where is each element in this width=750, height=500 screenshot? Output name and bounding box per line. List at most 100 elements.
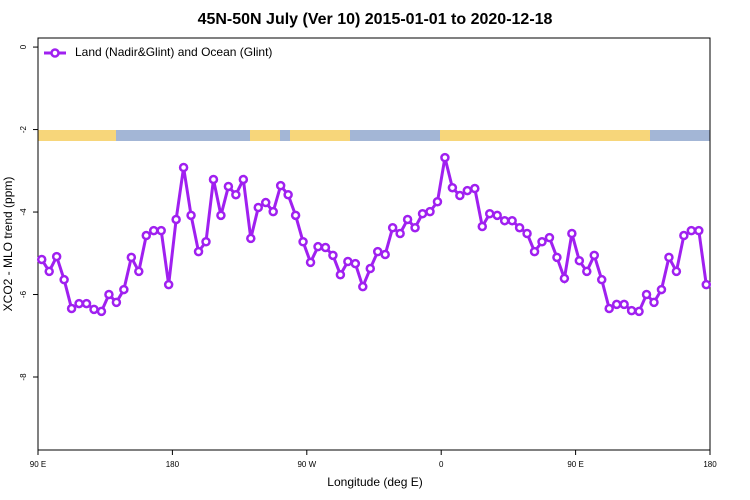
data-point bbox=[589, 250, 600, 261]
data-point bbox=[656, 284, 667, 295]
data-point bbox=[104, 289, 114, 300]
y-tick-label: -8 bbox=[19, 373, 28, 381]
data-point bbox=[298, 236, 308, 247]
data-point bbox=[544, 232, 555, 243]
data-point bbox=[305, 257, 316, 268]
data-point bbox=[193, 246, 204, 257]
data-point bbox=[440, 152, 450, 163]
data-point bbox=[596, 274, 607, 285]
data-point bbox=[694, 225, 704, 236]
data-point bbox=[246, 233, 256, 244]
data-point bbox=[507, 215, 517, 226]
data-point bbox=[253, 202, 264, 213]
data-point bbox=[96, 306, 107, 317]
data-point bbox=[567, 228, 577, 239]
data-point bbox=[201, 236, 211, 247]
data-point bbox=[141, 230, 152, 241]
x-axis-label: Longitude (deg E) bbox=[327, 475, 422, 489]
data-point bbox=[44, 266, 54, 277]
data-point bbox=[119, 284, 129, 295]
data-point bbox=[432, 196, 443, 207]
data-point bbox=[410, 222, 420, 233]
data-point bbox=[559, 273, 570, 284]
data-point bbox=[470, 183, 480, 194]
data-point bbox=[671, 266, 682, 277]
y-tick-label: -4 bbox=[19, 208, 28, 216]
data-point bbox=[462, 185, 473, 196]
data-point bbox=[81, 298, 92, 309]
data-point bbox=[641, 289, 652, 300]
data-point bbox=[499, 215, 510, 226]
y-tick-label: -6 bbox=[19, 290, 28, 298]
data-point bbox=[335, 269, 346, 280]
data-point bbox=[178, 162, 189, 173]
data-point bbox=[649, 297, 659, 308]
data-point bbox=[529, 246, 540, 257]
data-point bbox=[268, 206, 278, 217]
data-point bbox=[89, 304, 99, 315]
data-point bbox=[186, 210, 196, 221]
data-point bbox=[156, 225, 166, 236]
data-point bbox=[208, 174, 219, 185]
data-point bbox=[372, 246, 383, 257]
plot-frame bbox=[37, 37, 711, 451]
data-point bbox=[148, 225, 159, 236]
data-point bbox=[537, 236, 547, 247]
data-point bbox=[66, 303, 77, 314]
data-point bbox=[163, 279, 174, 290]
data-point bbox=[343, 256, 353, 267]
map-strip bbox=[38, 130, 710, 141]
x-tick-label: 180 bbox=[166, 460, 180, 469]
data-point bbox=[358, 281, 368, 292]
data-point bbox=[223, 181, 234, 192]
data-point bbox=[477, 221, 488, 232]
data-point bbox=[74, 298, 84, 309]
data-point bbox=[283, 189, 293, 200]
data-point bbox=[664, 252, 674, 263]
data-point bbox=[328, 250, 338, 261]
data-point bbox=[417, 208, 428, 219]
data-point bbox=[238, 174, 249, 185]
data-point bbox=[51, 251, 62, 262]
data-point bbox=[582, 266, 592, 277]
data-point bbox=[701, 279, 712, 290]
data-point bbox=[604, 303, 614, 314]
data-point bbox=[313, 241, 323, 252]
data-point bbox=[395, 228, 405, 239]
x-tick-label: 90 E bbox=[30, 460, 46, 469]
data-point bbox=[455, 190, 465, 201]
data-point bbox=[686, 225, 697, 236]
data-point bbox=[492, 210, 502, 221]
data-point bbox=[36, 254, 47, 265]
data-point bbox=[350, 258, 361, 269]
data-point bbox=[111, 297, 122, 308]
data-point bbox=[574, 255, 585, 266]
data-point bbox=[216, 210, 226, 221]
data-point bbox=[611, 299, 622, 310]
data-point bbox=[134, 266, 144, 277]
data-point bbox=[231, 189, 241, 200]
y-axis-label: XCO2 - MLO trend (ppm) bbox=[1, 177, 15, 312]
x-tick-label: 180 bbox=[703, 460, 717, 469]
data-point bbox=[365, 263, 376, 274]
data-point bbox=[484, 208, 495, 219]
data-point bbox=[402, 214, 413, 225]
data-point bbox=[126, 252, 137, 263]
x-tick-label: 0 bbox=[439, 460, 444, 469]
data-point bbox=[619, 299, 629, 310]
data-point bbox=[425, 206, 435, 217]
data-point bbox=[320, 242, 331, 253]
y-tick-label: 0 bbox=[19, 44, 28, 49]
legend-label: Land (Nadir&Glint) and Ocean (Glint) bbox=[75, 45, 272, 59]
data-point bbox=[634, 306, 644, 317]
data-point bbox=[522, 228, 532, 239]
legend-marker bbox=[50, 48, 60, 58]
data-point bbox=[171, 214, 181, 225]
data-point bbox=[260, 197, 271, 208]
data-point bbox=[679, 230, 689, 241]
data-point bbox=[380, 249, 390, 260]
x-tick-label: 90 W bbox=[297, 460, 316, 469]
x-tick-label: 90 E bbox=[567, 460, 583, 469]
series-line bbox=[40, 157, 708, 314]
